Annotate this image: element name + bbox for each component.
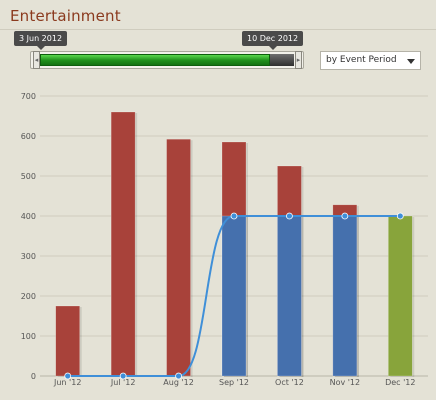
x-tick-label: Aug '12 bbox=[163, 378, 194, 387]
bar bbox=[277, 215, 302, 377]
y-tick-label: 300 bbox=[21, 252, 36, 261]
line-point bbox=[286, 212, 293, 220]
line-point bbox=[341, 212, 349, 220]
x-tick-label: Oct '12 bbox=[275, 378, 304, 387]
bar bbox=[387, 215, 413, 377]
bar bbox=[221, 215, 247, 377]
x-tick-label: Sep '12 bbox=[219, 378, 249, 387]
title-divider bbox=[0, 29, 436, 30]
y-tick-label: 600 bbox=[21, 132, 36, 141]
bar bbox=[332, 215, 358, 377]
slider-unselected-range bbox=[270, 54, 294, 66]
slider-selected-range[interactable] bbox=[40, 54, 270, 66]
date-range-slider[interactable]: ◂ ▸ bbox=[30, 51, 304, 69]
bar bbox=[55, 305, 81, 377]
bar bbox=[166, 138, 191, 377]
slider-end-handle[interactable]: ▸ bbox=[295, 51, 302, 69]
line-point bbox=[230, 212, 238, 220]
x-tick-label: Jun '12 bbox=[53, 378, 81, 387]
y-tick-label: 400 bbox=[21, 212, 36, 221]
line-point bbox=[175, 372, 182, 380]
x-tick-label: Dec '12 bbox=[385, 378, 415, 387]
period-dropdown[interactable]: by Event Period bbox=[320, 51, 421, 70]
slider-start-handle[interactable]: ◂ bbox=[33, 51, 40, 69]
y-tick-label: 700 bbox=[21, 92, 36, 101]
line-point bbox=[64, 372, 72, 380]
x-tick-label: Jul '12 bbox=[110, 378, 136, 387]
chevron-down-icon bbox=[407, 59, 415, 64]
range-end-flag: 10 Dec 2012 bbox=[242, 31, 304, 50]
bar bbox=[110, 111, 136, 377]
page-title: Entertainment bbox=[10, 7, 121, 25]
y-tick-label: 100 bbox=[21, 332, 36, 341]
line-point bbox=[119, 372, 127, 380]
range-start-flag: 3 Jun 2012 bbox=[14, 31, 68, 50]
y-tick-label: 500 bbox=[21, 172, 36, 181]
line-point bbox=[396, 212, 404, 220]
x-tick-label: Nov '12 bbox=[330, 378, 361, 387]
y-tick-label: 0 bbox=[31, 372, 36, 381]
y-tick-label: 200 bbox=[21, 292, 36, 301]
period-dropdown-value: by Event Period bbox=[326, 55, 397, 65]
